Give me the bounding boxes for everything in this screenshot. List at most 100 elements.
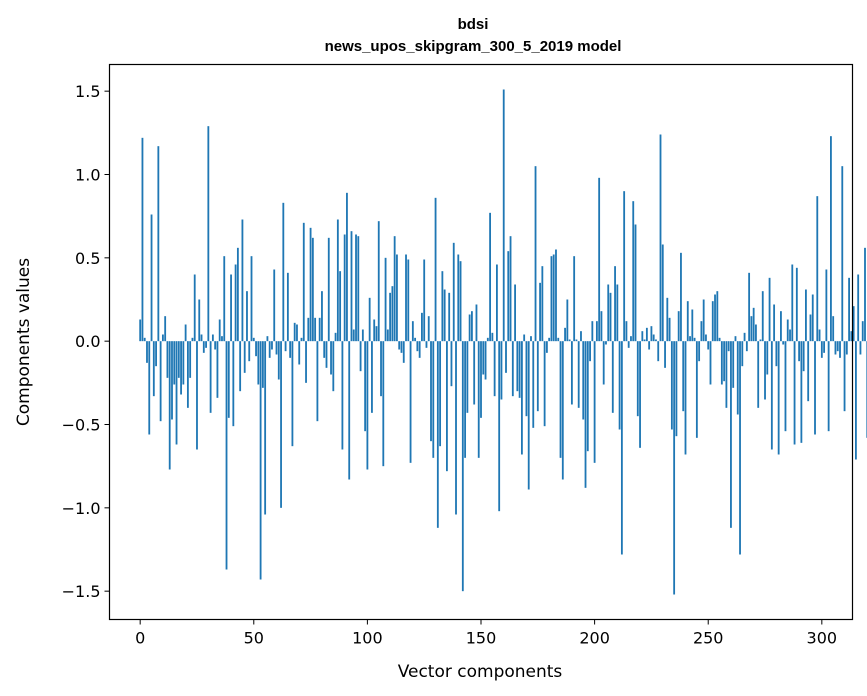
- bar: [239, 341, 242, 392]
- bar: [482, 341, 485, 375]
- bar: [368, 297, 371, 342]
- bar: [296, 324, 298, 342]
- bar: [534, 166, 537, 342]
- bar: [736, 341, 739, 415]
- bar: [411, 321, 414, 342]
- bar: [748, 272, 751, 342]
- bar: [614, 266, 616, 342]
- bar: [364, 341, 367, 432]
- bar: [334, 332, 337, 342]
- bar: [227, 341, 230, 418]
- x-tick-label: 100: [352, 629, 383, 648]
- bar: [741, 341, 744, 367]
- y-tick-label: −1.0: [62, 499, 101, 518]
- bar: [773, 304, 776, 342]
- bar: [221, 336, 223, 342]
- bar: [539, 282, 541, 342]
- bar: [759, 339, 762, 342]
- bar: [643, 339, 646, 342]
- bar: [161, 334, 164, 342]
- bar: [805, 289, 807, 342]
- chart-title: bdsi: [458, 16, 489, 33]
- bar: [448, 292, 451, 342]
- bar: [657, 341, 660, 362]
- bar: [427, 316, 430, 342]
- bar: [861, 321, 864, 342]
- chart-subtitle: news_upos_skipgram_300_5_2019 model: [325, 38, 622, 55]
- bar: [650, 326, 653, 342]
- x-tick-label: 200: [579, 629, 610, 648]
- bar: [409, 341, 412, 463]
- bar: [609, 292, 612, 342]
- bar: [559, 341, 562, 458]
- bar: [743, 332, 746, 342]
- bar: [205, 341, 207, 348]
- bar: [625, 321, 628, 342]
- bar: [432, 341, 435, 458]
- bar: [189, 341, 192, 378]
- bar: [520, 341, 523, 455]
- bar: [823, 341, 826, 353]
- bar: [325, 341, 328, 368]
- bar: [784, 341, 787, 432]
- bar: [343, 234, 346, 342]
- bar: [789, 329, 791, 342]
- bar: [757, 341, 760, 408]
- bar: [361, 329, 364, 342]
- bar: [775, 341, 778, 367]
- bar: [577, 341, 580, 408]
- bar: [623, 191, 626, 342]
- bar: [305, 341, 307, 383]
- bar: [502, 89, 505, 342]
- bar: [627, 341, 630, 348]
- bar: [141, 137, 144, 342]
- bar: [271, 341, 273, 350]
- bar: [827, 341, 830, 432]
- bar: [236, 247, 239, 342]
- bar: [193, 274, 196, 342]
- x-tick-label: 150: [466, 629, 497, 648]
- bar: [321, 291, 323, 342]
- bar: [471, 311, 473, 342]
- bar: [768, 277, 771, 342]
- bar: [641, 331, 644, 342]
- bar: [248, 341, 251, 362]
- bar: [593, 341, 596, 463]
- bar: [527, 341, 530, 490]
- bar: [586, 341, 589, 452]
- bar: [332, 341, 335, 392]
- bar: [691, 309, 694, 342]
- bar: [259, 341, 262, 580]
- bars-group: [139, 89, 867, 595]
- bar: [857, 274, 860, 342]
- y-tick-label: −1.5: [62, 582, 101, 601]
- bar: [677, 311, 680, 342]
- bar: [530, 336, 532, 342]
- bar: [486, 337, 489, 342]
- bar: [273, 269, 276, 342]
- bar: [607, 284, 610, 342]
- bar: [346, 192, 348, 342]
- bar: [564, 327, 566, 342]
- bar: [652, 334, 655, 342]
- y-axis-label: Components values: [14, 258, 34, 426]
- bar: [168, 341, 171, 470]
- bar: [707, 341, 710, 350]
- bar: [143, 337, 146, 342]
- bar: [255, 341, 257, 357]
- y-tick-label: 0.5: [75, 249, 100, 268]
- x-axis-label: Vector components: [398, 662, 563, 682]
- bar: [416, 341, 419, 352]
- bar: [595, 321, 598, 342]
- bar: [232, 341, 235, 427]
- bar: [750, 316, 753, 342]
- bar: [648, 341, 651, 350]
- bar: [600, 311, 603, 342]
- bar: [436, 341, 439, 528]
- bar: [709, 341, 712, 385]
- bar: [618, 341, 621, 430]
- bar: [511, 341, 514, 397]
- bar: [782, 341, 785, 345]
- bar: [693, 337, 696, 342]
